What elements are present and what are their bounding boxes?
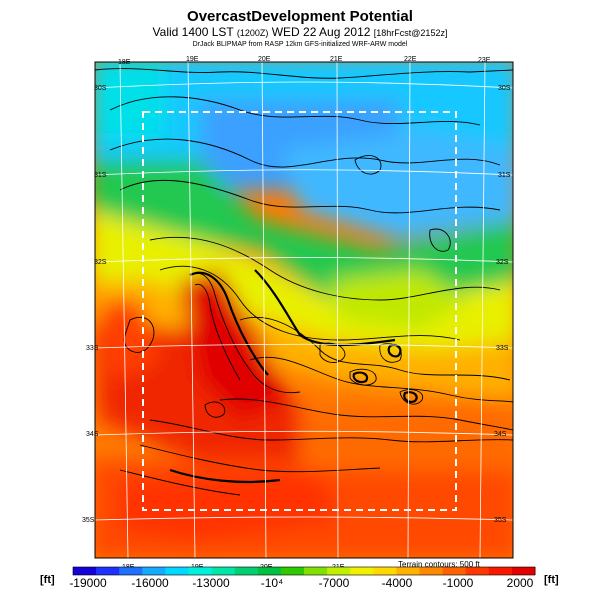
lat-label-right-35S: 35S	[494, 517, 507, 524]
color-swatch	[350, 567, 374, 575]
lat-label-left-31S: 31S	[94, 172, 107, 179]
lon-label-top-20E: 20E	[258, 56, 271, 63]
lat-label-right-34S: 34S	[494, 431, 507, 438]
lat-label-left-30S: 30S	[94, 85, 107, 92]
lon-label-top-18E: 18E	[118, 59, 131, 66]
map-frame	[94, 61, 514, 559]
inner-domain-boundary	[142, 111, 457, 511]
forecast-hour: [18hrFcst@2152z]	[373, 28, 448, 38]
color-swatch	[165, 567, 189, 575]
color-swatch	[419, 567, 444, 575]
model-credit: DrJack BLIPMAP from RASP 12km GFS-initia…	[192, 41, 408, 48]
lon-label-top-22E: 22E	[404, 56, 417, 63]
valid-time: Valid 1400 LST (1200Z) WED 22 Aug 2012 […	[0, 25, 600, 39]
lat-label-right-31S: 31S	[498, 172, 511, 179]
color-swatch	[465, 567, 490, 575]
lat-label-right-33S: 33S	[496, 345, 509, 352]
map-title: OvercastDevelopment Potential	[187, 8, 413, 25]
scale-label-2: -16000	[131, 576, 169, 590]
lon-label-top-23E: 23E	[478, 57, 491, 64]
scale-label-4: -10⁴	[260, 576, 284, 590]
color-swatch	[327, 567, 351, 575]
lat-label-right-32S: 32S	[496, 259, 509, 266]
major-terrain-contours	[169, 269, 418, 484]
color-swatch	[304, 567, 328, 575]
units-left: [ft]	[40, 574, 55, 586]
scale-label-7: -1000	[442, 576, 474, 590]
lat-label-left-33S: 33S	[86, 345, 99, 352]
overcast-potential-field	[95, 62, 513, 558]
color-swatch	[211, 567, 236, 575]
units-right: [ft]	[544, 574, 559, 586]
color-scale-bar	[72, 566, 536, 576]
scale-label-6: -4000	[381, 576, 413, 590]
lon-label-top-19E: 19E	[186, 56, 199, 63]
color-swatch	[280, 567, 305, 575]
lat-label-right-30S: 30S	[498, 85, 511, 92]
color-swatch	[73, 567, 97, 575]
color-swatch	[142, 567, 166, 575]
color-swatch	[511, 567, 536, 575]
color-swatch	[396, 567, 420, 575]
lat-lon-grid	[95, 62, 513, 558]
valid-time-main: Valid 1400 LST	[152, 25, 234, 39]
color-swatch	[373, 567, 397, 575]
valid-time-utc: (1200Z)	[236, 28, 269, 38]
color-bar-frame	[72, 566, 536, 576]
terrain-contour-note: Terrain contours: 500 ft	[398, 560, 480, 569]
color-swatch	[119, 567, 143, 575]
scale-label-1: -19000	[69, 576, 107, 590]
lat-label-left-35S: 35S	[82, 517, 95, 524]
scale-label-5: -7000	[318, 576, 350, 590]
scale-label-8: 2000	[506, 576, 534, 590]
scale-label-3: -13000	[192, 576, 230, 590]
color-swatch	[442, 567, 467, 575]
valid-date: WED 22 Aug 2012	[271, 25, 371, 39]
color-swatch	[257, 567, 282, 575]
lon-label-top-21E: 21E	[330, 56, 343, 63]
color-swatch	[96, 567, 120, 575]
color-swatch	[234, 567, 259, 575]
color-swatch	[188, 567, 213, 575]
color-swatch	[488, 567, 513, 575]
lat-label-left-34S: 34S	[86, 431, 99, 438]
lat-label-left-32S: 32S	[94, 259, 107, 266]
